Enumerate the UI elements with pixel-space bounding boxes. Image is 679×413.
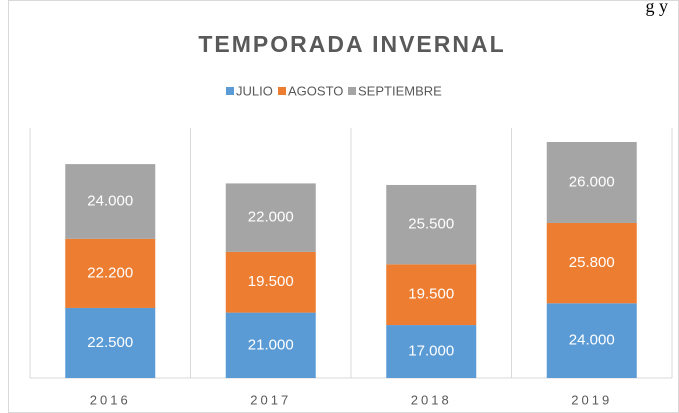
bar-segment <box>386 325 477 378</box>
bar-segment <box>546 303 637 378</box>
bar-segment <box>65 238 156 308</box>
page-fragment: g y <box>646 0 669 16</box>
value-label: 19.500 <box>408 286 454 303</box>
value-label: 22.500 <box>87 334 133 351</box>
legend-swatch <box>348 87 356 95</box>
bar-segment <box>225 312 316 378</box>
value-label: 22.200 <box>87 264 133 281</box>
bar-segment <box>225 183 316 252</box>
x-tick-label: 2016 <box>90 392 131 407</box>
legend: JULIO AGOSTO SEPTIEMBRE <box>226 83 442 98</box>
value-label: 19.500 <box>248 273 294 290</box>
x-tick-label: 2018 <box>411 392 452 407</box>
bar-segment <box>225 251 316 313</box>
legend-label: JULIO <box>236 83 273 98</box>
bar-segment <box>546 222 637 304</box>
value-label: 21.000 <box>248 336 294 353</box>
legend-swatch <box>226 87 234 95</box>
value-label: 22.000 <box>248 209 294 226</box>
legend-label: SEPTIEMBRE <box>358 83 442 98</box>
bar-segment <box>386 184 477 265</box>
value-label: 24.000 <box>569 332 615 349</box>
value-label: 25.500 <box>408 216 454 233</box>
bar-segment <box>546 142 637 223</box>
bar-segment <box>65 307 156 378</box>
value-label: 24.000 <box>87 192 133 209</box>
value-label: 25.800 <box>569 254 615 271</box>
chart-title: TEMPORADA INVERNAL <box>198 31 505 57</box>
x-tick-label: 2019 <box>571 392 612 407</box>
legend-swatch <box>278 87 286 95</box>
bar-segment <box>386 264 477 326</box>
x-tick-label: 2017 <box>250 392 291 407</box>
legend-label: AGOSTO <box>288 83 343 98</box>
value-label: 17.000 <box>408 343 454 360</box>
bar-segment <box>65 164 156 239</box>
value-label: 26.000 <box>569 173 615 190</box>
